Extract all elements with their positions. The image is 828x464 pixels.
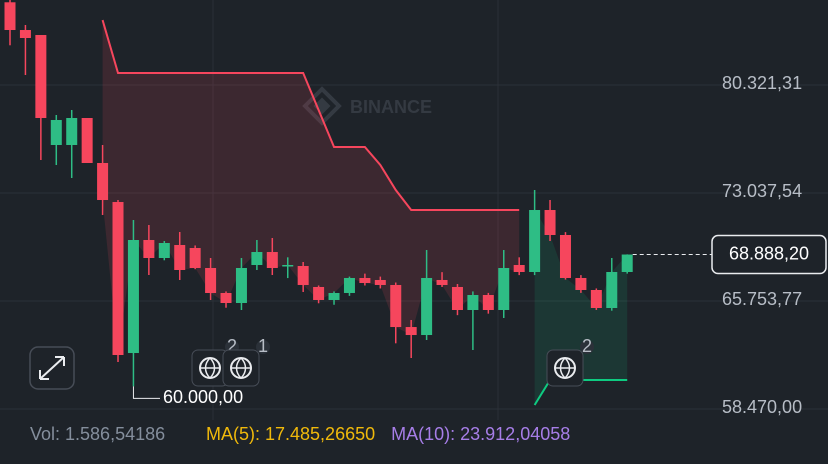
watermark-text: BINANCE bbox=[350, 97, 432, 117]
events: 2 1 2 bbox=[191, 336, 594, 387]
candle-body bbox=[205, 267, 217, 293]
candle-body bbox=[575, 277, 587, 290]
event-globe-lines bbox=[200, 357, 220, 380]
event-globe-lines bbox=[555, 357, 575, 380]
candle-body bbox=[313, 286, 325, 300]
candle-body bbox=[35, 35, 47, 118]
candle-body bbox=[235, 267, 247, 304]
event-badge bbox=[580, 340, 594, 354]
low-marker-label: 60.000,00 bbox=[163, 387, 243, 407]
candle-body bbox=[50, 119, 62, 145]
y-tick-label: 58.470,00 bbox=[722, 397, 802, 417]
candle-body bbox=[343, 277, 355, 293]
candle-body bbox=[174, 244, 186, 270]
candle-body bbox=[19, 30, 31, 39]
candle-body bbox=[189, 248, 201, 268]
y-tick-label: 80.321,31 bbox=[722, 73, 802, 93]
candle-body bbox=[467, 294, 479, 311]
ma-labels: MA(5): 17.485,26650 MA(10): 23.912,04058 bbox=[206, 424, 570, 444]
candle-body bbox=[220, 292, 232, 304]
volume-label: Vol: 1.586,54186 bbox=[30, 424, 165, 444]
candle-body bbox=[66, 117, 78, 145]
candle-body bbox=[81, 117, 93, 163]
y-tick-label: 73.037,54 bbox=[722, 181, 802, 201]
candle-body bbox=[529, 210, 541, 272]
candle-body bbox=[97, 162, 109, 201]
candle-body bbox=[606, 271, 618, 308]
event-globe-lines bbox=[231, 357, 251, 380]
candle-body bbox=[328, 292, 340, 300]
candle-body bbox=[251, 252, 263, 265]
grid: 80.321,31 73.037,54 65.753,77 58.470,00 bbox=[0, 73, 828, 417]
candle-body bbox=[4, 2, 16, 31]
trend-line bbox=[101, 19, 520, 212]
candle-body bbox=[559, 235, 571, 278]
candle-body bbox=[498, 267, 510, 311]
event-icon[interactable]: 2 bbox=[546, 336, 594, 387]
candle-body bbox=[390, 284, 402, 328]
candle-body bbox=[451, 286, 463, 311]
candle-body bbox=[482, 294, 494, 311]
ma-label: MA(10): 23.912,04058 bbox=[391, 424, 570, 444]
expand-button[interactable] bbox=[29, 346, 75, 390]
current-price-label: 68.888,20 bbox=[729, 243, 809, 263]
candle-body bbox=[374, 279, 386, 285]
y-tick-label: 65.753,77 bbox=[722, 289, 802, 309]
candle-body bbox=[359, 277, 371, 283]
candle-body bbox=[421, 277, 433, 336]
candle-body bbox=[127, 239, 139, 354]
candle-body bbox=[297, 266, 309, 285]
candle-body bbox=[112, 202, 124, 356]
candle-body bbox=[544, 210, 556, 236]
candle-body bbox=[405, 327, 417, 336]
candle-body bbox=[621, 254, 633, 272]
event-badge-count: 1 bbox=[258, 336, 268, 356]
event-badge bbox=[256, 340, 270, 354]
low-marker-line bbox=[132, 386, 160, 399]
candle-body bbox=[436, 279, 448, 285]
event-badge-count: 2 bbox=[227, 336, 237, 356]
candle-body bbox=[143, 239, 155, 259]
candle-body bbox=[282, 264, 294, 267]
ma-label: MA(5): 17.485,26650 bbox=[206, 424, 375, 444]
current-price-box bbox=[711, 234, 827, 275]
candle-body bbox=[513, 264, 525, 272]
candle-body bbox=[590, 289, 602, 308]
candle-body bbox=[158, 242, 170, 259]
event-badge-count: 2 bbox=[582, 336, 592, 356]
candle-body bbox=[266, 252, 278, 268]
event-icon[interactable]: 1 bbox=[222, 336, 270, 387]
